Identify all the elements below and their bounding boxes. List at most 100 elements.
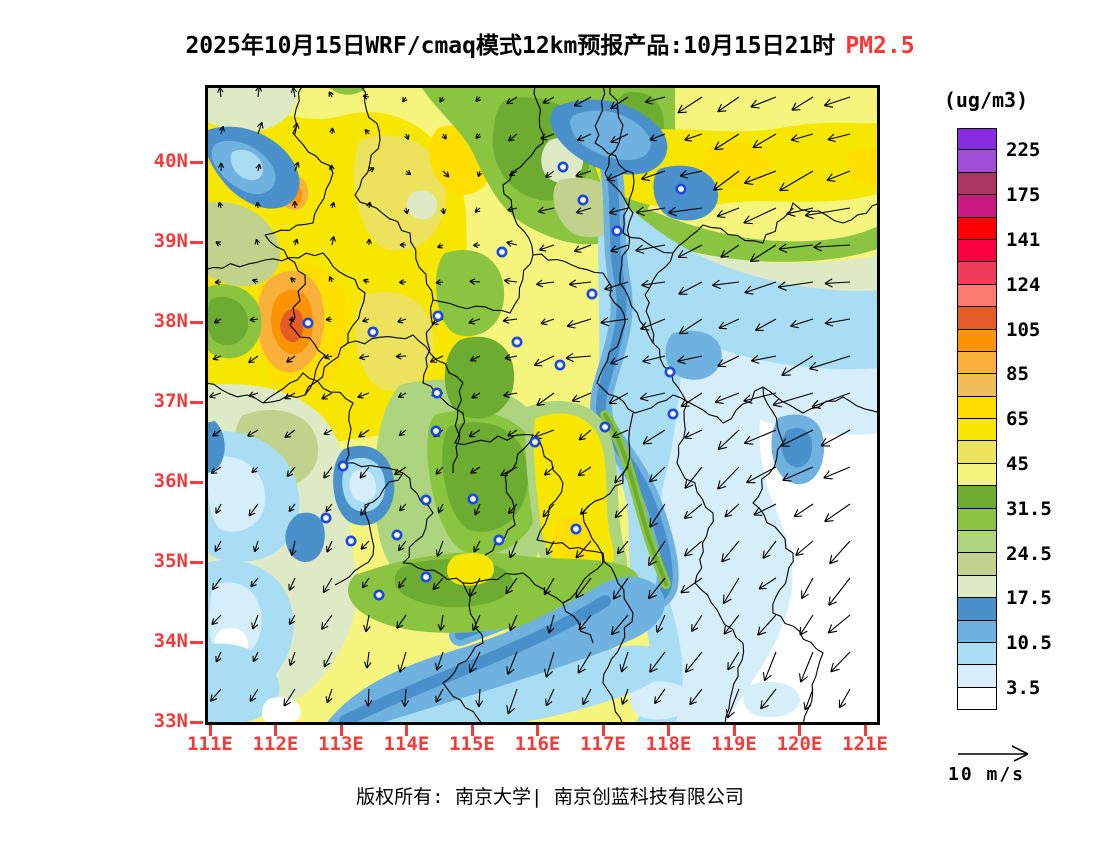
- lat-tick-label: 35N: [153, 550, 188, 572]
- forecast-map-image: [205, 85, 880, 725]
- lat-tick-label: 34N: [153, 630, 188, 652]
- lat-tick-label: 36N: [153, 470, 188, 492]
- colorbar-segment: [957, 351, 997, 375]
- colorbar-tick-label: 175: [1006, 184, 1041, 207]
- lon-tick-label: 120E: [776, 733, 823, 755]
- city-marker: [554, 359, 566, 371]
- city-marker: [586, 288, 598, 300]
- lat-tick: [190, 161, 203, 164]
- page-title: 2025年10月15日WRF/cmaq模式12km预报产品:10月15日21时 P…: [0, 26, 1100, 60]
- lon-tick-label: 121E: [842, 733, 888, 755]
- lon-tick: [798, 725, 801, 736]
- lon-tick-label: 112E: [252, 733, 299, 755]
- city-marker: [420, 494, 432, 506]
- lon-tick-label: 115E: [449, 733, 495, 755]
- lon-tick-label: 113E: [318, 733, 364, 755]
- colorbar-segment: [957, 441, 997, 464]
- city-marker: [611, 225, 623, 237]
- wind-scale-arrow-icon: [958, 745, 1029, 762]
- pm25-colorbar: [957, 128, 997, 711]
- colorbar-segment: [957, 128, 997, 151]
- city-marker: [367, 326, 379, 338]
- city-marker: [320, 512, 332, 524]
- city-marker: [431, 387, 443, 399]
- lat-tick: [190, 321, 203, 324]
- lat-tick-label: 40N: [153, 150, 188, 172]
- colorbar-tick-label: 3.5: [1006, 677, 1041, 699]
- colorbar-segment: [957, 463, 997, 487]
- city-marker: [496, 246, 508, 258]
- colorbar-segment: [957, 150, 997, 173]
- city-marker: [420, 571, 432, 583]
- lat-tick: [190, 401, 203, 404]
- colorbar-segment: [957, 575, 997, 599]
- colorbar-segment: [957, 195, 997, 218]
- lon-tick: [405, 725, 408, 736]
- lon-tick: [732, 725, 736, 736]
- lon-tick-label: 116E: [514, 733, 561, 755]
- colorbar-tick-label: 45: [1006, 453, 1029, 475]
- city-marker: [391, 529, 403, 541]
- colorbar-segment: [957, 239, 997, 263]
- city-marker: [430, 425, 442, 437]
- colorbar-segment: [957, 508, 997, 532]
- city-marker: [467, 493, 479, 505]
- colorbar-segment: [957, 665, 997, 688]
- city-marker: [302, 317, 314, 329]
- wind-scale-legend: 10 m/s: [940, 738, 1060, 788]
- lat-tick-label: 33N: [153, 710, 188, 732]
- colorbar-tick-label: 24.5: [1006, 542, 1052, 565]
- colorbar-tick-label: 10.5: [1006, 632, 1052, 655]
- lat-tick: [190, 481, 203, 484]
- colorbar-tick-label: 85: [1006, 363, 1029, 386]
- colorbar-segment: [957, 419, 997, 442]
- colorbar-tick-label: 65: [1006, 408, 1029, 431]
- colorbar-segment: [957, 374, 997, 397]
- city-marker: [432, 310, 444, 322]
- colorbar-segment: [957, 396, 997, 420]
- lon-tick-label: 111E: [187, 733, 233, 755]
- colorbar-segment: [957, 284, 997, 308]
- title-text: 2025年10月15日WRF/cmaq模式12km预报产品:10月15日21时: [185, 33, 836, 59]
- lon-tick: [667, 725, 670, 736]
- lon-tick: [470, 725, 474, 736]
- colorbar-tick-label: 17.5: [1006, 587, 1052, 610]
- colorbar-tick-label: 124: [1006, 273, 1041, 296]
- lon-tick: [339, 725, 343, 736]
- city-marker: [667, 408, 679, 420]
- city-marker: [675, 183, 687, 195]
- colorbar-segment: [957, 687, 997, 711]
- lat-tick: [190, 241, 203, 244]
- lon-tick: [863, 725, 867, 736]
- lon-tick: [274, 725, 277, 736]
- lon-tick: [536, 725, 539, 736]
- lat-tick: [190, 721, 203, 724]
- title-pollutant-label: PM2.5: [845, 33, 915, 59]
- colorbar-segment: [957, 531, 997, 554]
- colorbar-segment: [957, 172, 997, 196]
- lon-tick: [601, 725, 605, 736]
- colorbar-segment: [957, 642, 997, 666]
- lon-tick-label: 117E: [580, 733, 626, 755]
- copyright-text: 版权所有: 南京大学| 南京创蓝科技有限公司: [356, 786, 744, 808]
- colorbar-tick-label: 31.5: [1006, 497, 1052, 520]
- lon-tick-label: 114E: [383, 733, 430, 755]
- colorbar-segment: [957, 262, 997, 285]
- lon-tick-label: 119E: [711, 733, 757, 755]
- lon-tick-label: 118E: [645, 733, 692, 755]
- wind-scale-label: 10 m/s: [948, 764, 1026, 785]
- colorbar-tick-label: 225: [1006, 139, 1041, 162]
- colorbar-tick-label: 105: [1006, 318, 1041, 341]
- colorbar-segment: [957, 553, 997, 576]
- city-marker: [511, 336, 523, 348]
- city-marker: [577, 194, 589, 206]
- city-marker: [664, 366, 676, 378]
- city-marker: [493, 534, 505, 546]
- city-marker: [557, 161, 569, 173]
- colorbar-segment: [957, 307, 997, 330]
- colorbar-tick-label: 141: [1006, 229, 1041, 251]
- lat-tick: [190, 641, 203, 644]
- city-marker: [373, 589, 385, 601]
- lat-tick-label: 38N: [153, 310, 188, 332]
